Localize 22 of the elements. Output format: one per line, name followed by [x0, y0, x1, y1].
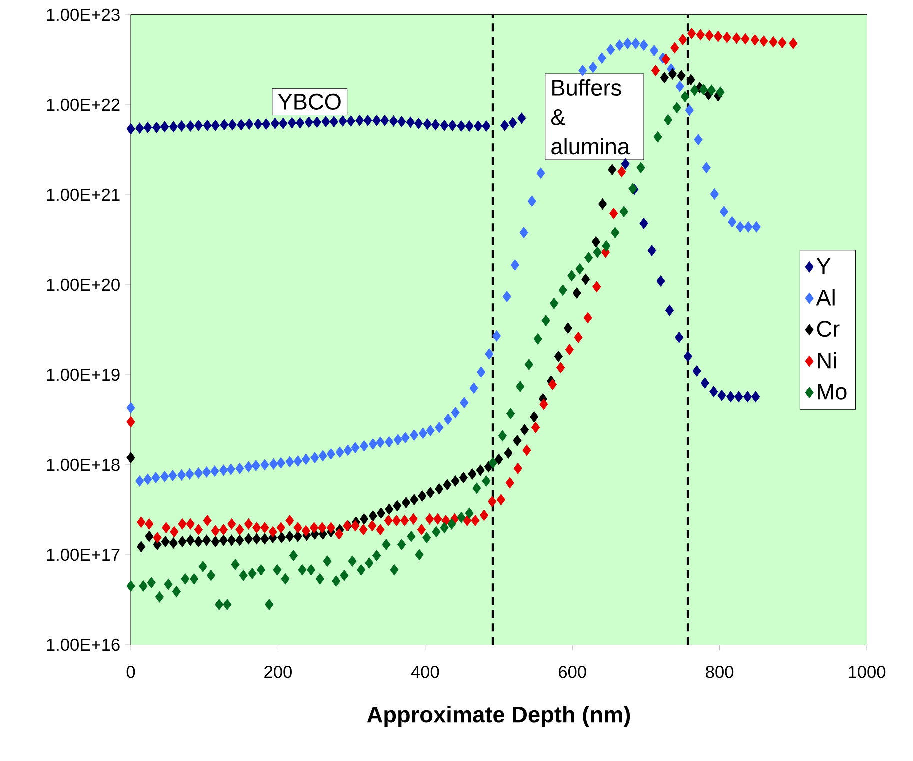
x-tick-label: 0 — [126, 666, 136, 678]
y-tick-label: 1.00E+21 — [47, 188, 120, 202]
legend-label: Mo — [818, 384, 847, 400]
x-tick-label: 600 — [559, 666, 586, 678]
y-tick-label: 1.00E+19 — [47, 368, 120, 382]
legend-label: Al — [816, 289, 835, 306]
x-tick-label: 400 — [411, 666, 440, 678]
x-axis-title: Approximate Depth (nm) — [367, 706, 630, 728]
legend-label: Y — [816, 258, 831, 274]
x-tick-label: 200 — [264, 666, 292, 678]
y-tick-label: 1.00E+23 — [47, 8, 120, 22]
x-tick-label: 1000 — [849, 666, 886, 678]
annotation: Buffers & alumina — [551, 79, 630, 155]
annotation: YBCO — [278, 94, 341, 110]
y-tick-label: 1.00E+18 — [47, 458, 120, 472]
y-tick-label: 1.00E+20 — [47, 278, 120, 292]
legend-label: Ni — [818, 352, 836, 369]
y-tick-label: 1.00E+22 — [47, 98, 120, 112]
y-tick-label: 1.00E+16 — [47, 638, 120, 652]
x-tick-label: 800 — [706, 666, 734, 678]
legend-label: Cr — [817, 321, 840, 338]
y-tick-label: 1.00E+17 — [47, 548, 120, 562]
